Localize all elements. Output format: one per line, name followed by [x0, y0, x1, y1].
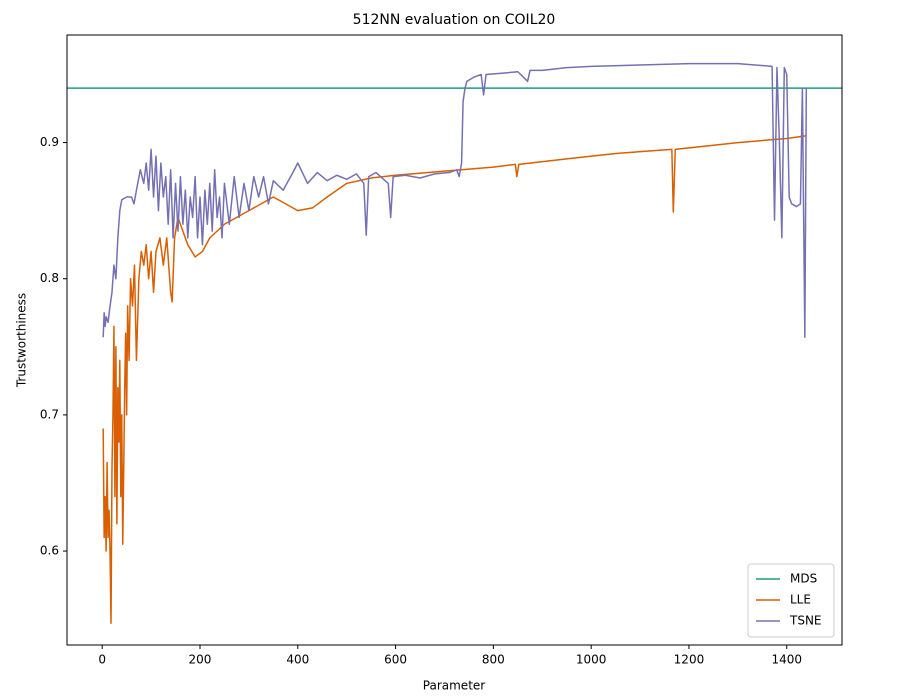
- x-tick-label: 600: [384, 653, 407, 667]
- y-tick-label: 0.6: [40, 544, 59, 558]
- plot-frame: [66, 34, 843, 646]
- legend-label: LLE: [790, 593, 811, 607]
- x-axis-label: Parameter: [423, 679, 485, 693]
- x-tick-label: 800: [482, 653, 505, 667]
- y-axis-label: Trustworthiness: [15, 293, 29, 388]
- y-tick-label: 0.7: [40, 407, 59, 421]
- chart-title: 512NN evaluation on COIL20: [353, 12, 556, 28]
- x-tick-label: 200: [189, 653, 212, 667]
- x-tick-label: 1400: [771, 653, 802, 667]
- legend-label: TSNE: [789, 614, 822, 628]
- series-line: [102, 62, 808, 339]
- x-tick-label: 1200: [674, 653, 705, 667]
- y-tick-label: 0.9: [40, 135, 59, 149]
- x-tick-label: 0: [98, 653, 106, 667]
- plot-lines: [67, 62, 842, 624]
- y-tick-label: 0.8: [40, 271, 59, 285]
- legend-label: MDS: [790, 572, 817, 586]
- legend-box: [747, 563, 835, 638]
- x-tick-label: 400: [286, 653, 309, 667]
- x-tick-label: 1000: [576, 653, 607, 667]
- series-line: [102, 135, 807, 624]
